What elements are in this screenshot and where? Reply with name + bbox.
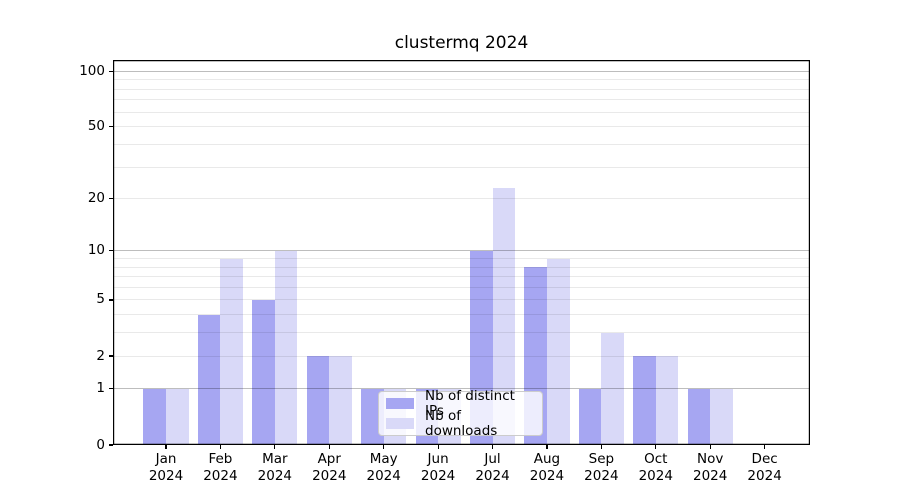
- bar-nb-of-distinct-ips-apr-2024: [306, 356, 330, 445]
- x-tick-label: Jul 2024: [475, 451, 510, 484]
- x-tick-label: May 2024: [366, 451, 401, 484]
- y-gridline-minor: [113, 143, 810, 145]
- y-tick-label: 1: [96, 380, 105, 397]
- bar-nb-of-downloads-feb-2024: [220, 258, 243, 445]
- y-gridline-minor: [113, 332, 810, 334]
- bar-nb-of-distinct-ips-nov-2024: [687, 388, 711, 445]
- y-gridline-minor: [113, 198, 810, 200]
- y-gridline-minor: [113, 166, 810, 168]
- x-tick-mark: [219, 445, 221, 449]
- bar-nb-of-downloads-apr-2024: [329, 356, 352, 445]
- y-tick-mark: [109, 70, 113, 72]
- x-tick-label: Nov 2024: [693, 451, 728, 484]
- y-tick-mark: [109, 126, 113, 128]
- y-gridline-minor: [113, 266, 810, 268]
- y-gridline-minor: [113, 79, 810, 81]
- y-gridline-minor: [113, 276, 810, 278]
- y-gridline-minor: [113, 258, 810, 260]
- y-gridline-major: [113, 70, 810, 72]
- y-tick-label: 2: [96, 347, 105, 364]
- y-tick-label: 10: [87, 242, 105, 259]
- legend-item-distinct-ips: Nb of distinct IPs: [386, 388, 535, 418]
- y-tick-mark: [109, 388, 113, 390]
- bar-nb-of-distinct-ips-mar-2024: [252, 299, 275, 445]
- x-tick-label: Apr 2024: [312, 451, 347, 484]
- y-gridline-minor: [113, 111, 810, 113]
- bar-nb-of-downloads-sep-2024: [601, 332, 624, 445]
- x-tick-label: Mar 2024: [257, 451, 292, 484]
- x-tick-mark: [437, 445, 439, 449]
- y-tick-mark: [109, 250, 113, 252]
- y-tick-label: 0: [96, 436, 105, 453]
- x-tick-label: Dec 2024: [747, 451, 782, 484]
- bar-nb-of-distinct-ips-jan-2024: [143, 388, 166, 445]
- y-tick-label: 20: [87, 190, 105, 207]
- y-gridline-minor: [113, 126, 810, 128]
- x-tick-mark: [274, 445, 276, 449]
- y-tick-label: 5: [96, 291, 105, 308]
- chart-title: clustermq 2024: [394, 33, 529, 53]
- x-tick-mark: [383, 445, 385, 449]
- x-tick-mark: [655, 445, 657, 449]
- legend-label-downloads: Nb of downloads: [425, 407, 498, 439]
- y-tick-mark: [109, 355, 113, 357]
- bar-nb-of-downloads-jul-2024: [492, 187, 516, 445]
- legend-label-distinct-ips: Nb of distinct IPs: [425, 387, 515, 419]
- y-gridline-minor: [113, 355, 810, 357]
- x-tick-mark: [764, 445, 766, 449]
- x-tick-mark: [546, 445, 548, 449]
- x-tick-label: Jun 2024: [420, 451, 456, 484]
- x-tick-label: Oct 2024: [638, 451, 673, 484]
- bar-nb-of-distinct-ips-feb-2024: [197, 314, 221, 445]
- y-gridline-minor: [113, 88, 810, 90]
- x-tick-label: Sep 2024: [584, 451, 619, 484]
- y-gridline-minor: [113, 286, 810, 288]
- x-tick-mark: [491, 445, 494, 449]
- x-tick-mark: [600, 445, 602, 449]
- legend-swatch-downloads: [386, 418, 414, 429]
- bar-nb-of-downloads-jan-2024: [166, 388, 189, 445]
- legend: Nb of distinct IPs Nb of downloads: [378, 388, 543, 438]
- y-gridline-major: [113, 388, 810, 390]
- bar-nb-of-downloads-nov-2024: [710, 388, 733, 445]
- y-tick-mark: [109, 197, 113, 200]
- y-tick-label: 50: [87, 118, 105, 135]
- bar-nb-of-distinct-ips-sep-2024: [578, 388, 602, 445]
- x-tick-label: Aug 2024: [529, 451, 565, 484]
- y-tick-label: 100: [79, 62, 105, 79]
- bar-nb-of-downloads-aug-2024: [546, 258, 570, 445]
- x-tick-label: Jan 2024: [148, 451, 184, 484]
- plot-area: Nb of distinct IPs Nb of downloads: [113, 60, 810, 445]
- legend-swatch-distinct-ips: [386, 398, 414, 409]
- x-tick-label: Feb 2024: [203, 451, 238, 484]
- bar-nb-of-downloads-mar-2024: [274, 250, 298, 445]
- x-tick-mark: [709, 445, 711, 449]
- y-tick-mark: [109, 299, 113, 301]
- bar-nb-of-downloads-oct-2024: [655, 356, 679, 445]
- bar-nb-of-distinct-ips-oct-2024: [633, 356, 656, 445]
- y-gridline-minor: [113, 314, 810, 316]
- y-tick-mark: [109, 444, 113, 446]
- x-tick-mark: [165, 445, 167, 449]
- x-tick-mark: [328, 445, 330, 449]
- y-gridline-minor: [113, 99, 810, 101]
- y-gridline-minor: [113, 299, 810, 301]
- legend-item-downloads: Nb of downloads: [386, 408, 535, 438]
- y-gridline-major: [113, 250, 810, 252]
